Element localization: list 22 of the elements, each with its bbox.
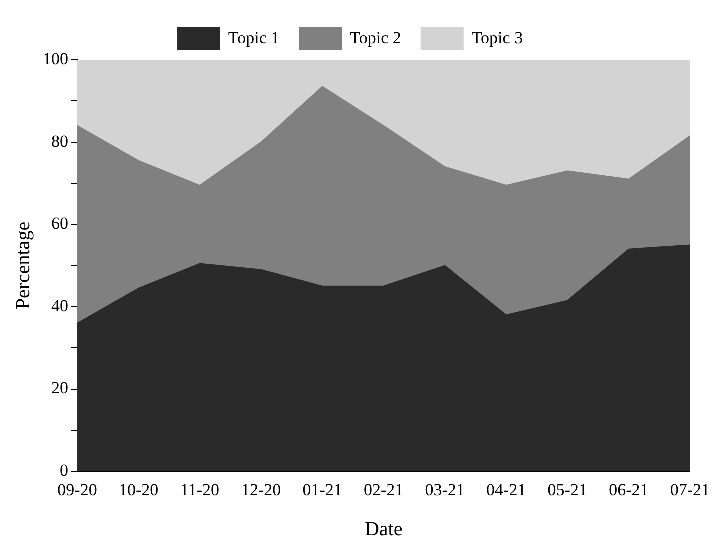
legend-label: Topic 1	[228, 28, 280, 48]
x-tick-label: 06-21	[609, 480, 649, 500]
x-tick-label: 11-20	[180, 480, 220, 500]
x-tick-label: 04-21	[486, 480, 526, 500]
x-tick-label: 10-20	[118, 480, 159, 500]
x-tick-label: 12-20	[241, 480, 282, 500]
x-tick-label: 03-21	[425, 480, 465, 500]
y-tick-label: 100	[43, 49, 68, 68]
x-tick-label: 05-21	[548, 480, 588, 500]
x-tick-label: 09-20	[58, 480, 98, 500]
y-tick-label: 0	[60, 461, 68, 480]
y-tick-label: 20	[52, 378, 68, 398]
y-tick-label: 60	[52, 214, 68, 234]
x-tick-label: 07-21	[670, 480, 710, 500]
x-tick-label: 01-21	[302, 480, 342, 500]
legend-label: Topic 3	[472, 28, 524, 48]
y-axis-title: Percentage	[12, 222, 34, 310]
y-tick-label: 80	[52, 132, 68, 151]
x-axis-title: Date	[364, 518, 403, 540]
y-tick-label: 40	[52, 296, 68, 316]
x-tick-label: 02-21	[364, 480, 404, 500]
legend-label: Topic 2	[350, 28, 402, 48]
